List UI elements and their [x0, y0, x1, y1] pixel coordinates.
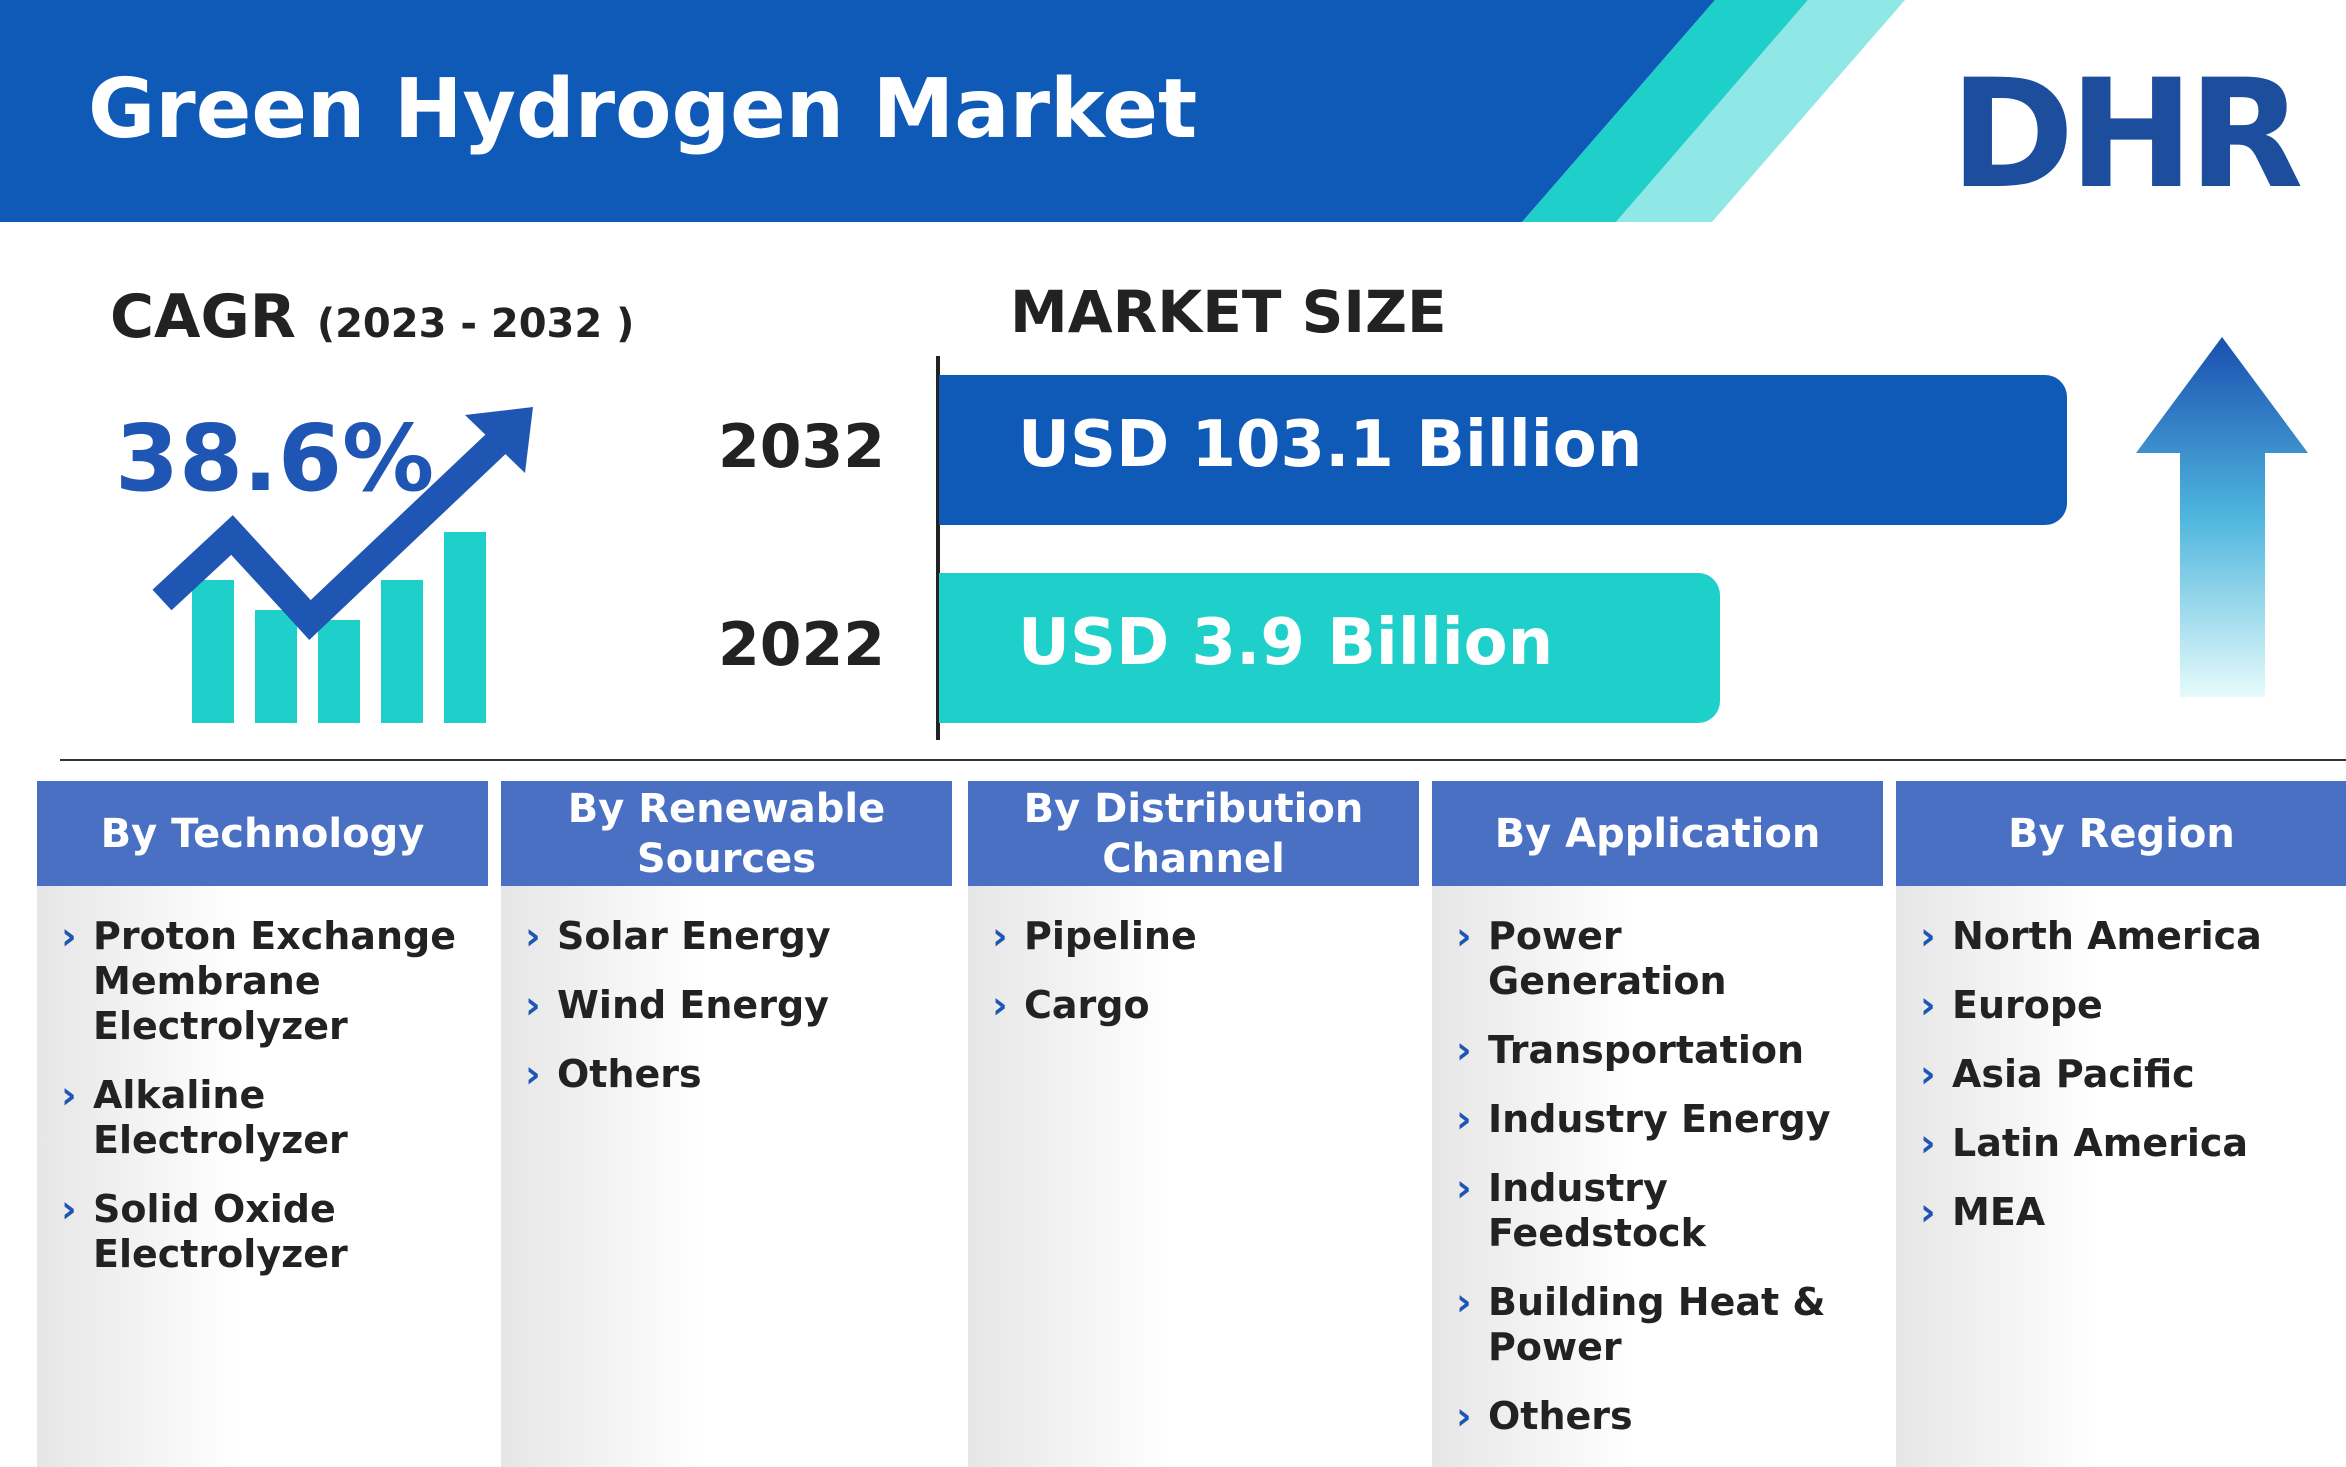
segment-title: By Technology: [37, 781, 488, 886]
segment-item: › Asia Pacific: [1920, 1052, 2327, 1097]
segment-item: › Alkaline Electrolyzer: [61, 1073, 468, 1163]
chevron: ›: [525, 983, 541, 1027]
chevron: ›: [525, 1052, 541, 1096]
segment-column: By Technology › Proton Exchange Membrane E…: [37, 781, 488, 1467]
segment-title: By Region: [1896, 781, 2346, 886]
stripe: [1522, 0, 1808, 222]
item-text: Industry Feedstock: [1488, 1166, 1706, 1255]
segment-items: › Pipeline › Cargo: [968, 886, 1419, 1028]
chevron: ›: [61, 1073, 77, 1117]
segment-item: › Transportation: [1456, 1028, 1863, 1073]
chevron: ›: [61, 1187, 77, 1231]
item-text: Industry Energy: [1488, 1097, 1831, 1141]
segment-item: › Industry Energy: [1456, 1097, 1863, 1142]
chevron: ›: [1920, 1190, 1936, 1234]
segment-title: By Renewable Sources: [501, 781, 952, 886]
segment-item: › Power Generation: [1456, 914, 1863, 1004]
growth-arrow: [152, 429, 510, 640]
cagr-text: CAGR: [110, 282, 296, 352]
segment-column: By Distribution Channel › Pipeline › Cargo: [968, 781, 1419, 1467]
logo: DHR: [1950, 48, 2304, 222]
bar-2032: [939, 375, 2067, 525]
up-arrow: [2136, 337, 2308, 697]
segment-title: By Application: [1432, 781, 1883, 886]
chevron: ›: [61, 914, 77, 958]
segment-item: › Cargo: [992, 983, 1399, 1028]
header-band: [0, 0, 1715, 222]
item-text: Solid Oxide Electrolyzer: [93, 1187, 348, 1276]
chevron: ›: [1920, 1121, 1936, 1165]
chevron: ›: [1456, 1394, 1472, 1438]
segment-item: › Industry Feedstock: [1456, 1166, 1863, 1256]
segment-item: › Europe: [1920, 983, 2327, 1028]
title: Green Hydrogen Market: [88, 62, 1198, 157]
segment-item: › Solid Oxide Electrolyzer: [61, 1187, 468, 1277]
chevron: ›: [525, 914, 541, 958]
segment-items: › Solar Energy › Wind Energy › Others: [501, 886, 952, 1097]
market-size-title: MARKET SIZE: [1010, 278, 1447, 346]
bar-2022: [939, 573, 1720, 723]
chevron: ›: [1456, 1166, 1472, 1210]
segment-item: › Others: [1456, 1394, 1863, 1439]
chevron: ›: [1920, 983, 1936, 1027]
item-text: Transportation: [1488, 1028, 1805, 1072]
item-text: Others: [557, 1052, 702, 1096]
arrow-head: [465, 407, 533, 473]
chevron: ›: [992, 983, 1008, 1027]
growth-bars: [192, 532, 486, 723]
size-value: USD 3.9 Billion: [1018, 606, 1554, 680]
segment-item: › MEA: [1920, 1190, 2327, 1235]
segment-item: › Pipeline: [992, 914, 1399, 959]
segment-column: By Region › North America › Europe › Asia Paci…: [1896, 781, 2346, 1467]
segment-item: › Others: [525, 1052, 932, 1097]
cagr-label: CAGR (2023 - 2032 ): [110, 282, 634, 352]
segment-items: › Power Generation › Transportation › Industr…: [1432, 886, 1883, 1439]
chevron: ›: [1920, 1052, 1936, 1096]
item-text: Alkaline Electrolyzer: [93, 1073, 348, 1162]
item-text: Building Heat & Power: [1488, 1280, 1826, 1369]
cagr-period: (2023 - 2032 ): [316, 301, 635, 347]
item-text: MEA: [1952, 1190, 2046, 1234]
item-text: Europe: [1952, 983, 2103, 1027]
segment-title: By Distribution Channel: [968, 781, 1419, 886]
segment-item: › Latin America: [1920, 1121, 2327, 1166]
stripe: [1616, 0, 1905, 222]
item-text: Pipeline: [1024, 914, 1197, 958]
segment-item: › Wind Energy: [525, 983, 932, 1028]
size-value: USD 103.1 Billion: [1018, 408, 1643, 482]
item-text: Others: [1488, 1394, 1633, 1438]
item-text: Asia Pacific: [1952, 1052, 2195, 1096]
segment-item: › Building Heat & Power: [1456, 1280, 1863, 1370]
item-text: Proton Exchange Membrane Electrolyzer: [93, 914, 456, 1048]
year: 2022: [718, 610, 885, 680]
segment-column: By Renewable Sources › Solar Energy › Wind E…: [501, 781, 952, 1467]
chevron: ›: [1456, 1028, 1472, 1072]
item-text: North America: [1952, 914, 2262, 958]
item-text: Solar Energy: [557, 914, 831, 958]
segment-item: › Proton Exchange Membrane Electrolyzer: [61, 914, 468, 1049]
chevron: ›: [1456, 1097, 1472, 1141]
chevron: ›: [1456, 914, 1472, 958]
item-text: Latin America: [1952, 1121, 2249, 1165]
cagr-value: 38.6%: [115, 405, 435, 512]
item-text: Power Generation: [1488, 914, 1727, 1003]
chevron: ›: [1920, 914, 1936, 958]
segment-item: › Solar Energy: [525, 914, 932, 959]
item-text: Wind Energy: [557, 983, 829, 1027]
chevron: ›: [1456, 1280, 1472, 1324]
segment-column: By Application › Power Generation › Transpor…: [1432, 781, 1883, 1467]
chevron: ›: [992, 914, 1008, 958]
segment-items: › Proton Exchange Membrane Electrolyzer › A…: [37, 886, 488, 1277]
segment-items: › North America › Europe › Asia Pacific › Latin…: [1896, 886, 2346, 1235]
item-text: Cargo: [1024, 983, 1150, 1027]
segment-item: › North America: [1920, 914, 2327, 959]
year: 2032: [718, 412, 885, 482]
